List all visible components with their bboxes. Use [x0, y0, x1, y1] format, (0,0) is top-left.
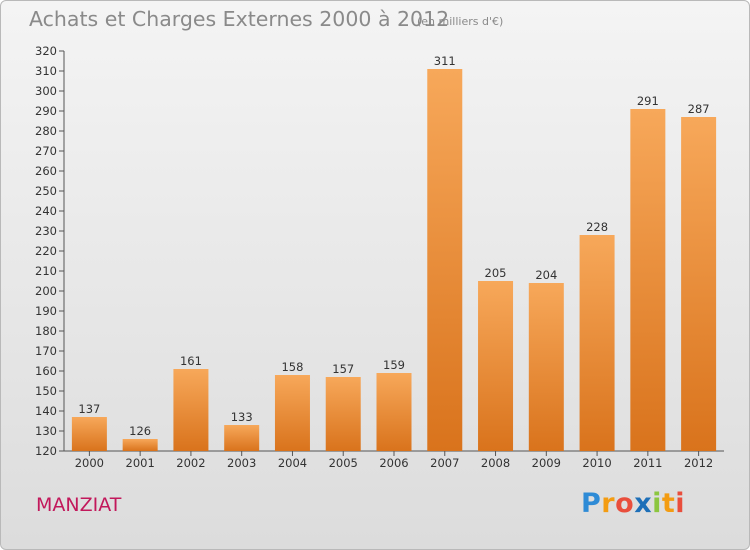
x-tick-label: 2009 — [532, 456, 561, 470]
chart-title: Achats et Charges Externes 2000 à 2012 — [29, 7, 450, 31]
y-tick-label: 300 — [35, 84, 57, 98]
bar — [325, 377, 361, 451]
y-tick-label: 150 — [35, 384, 57, 398]
x-tick-label: 2005 — [329, 456, 358, 470]
bars: 137 126 161 133 158 157 159 311 205 204 228 291 287 — [71, 54, 717, 451]
y-tick-label: 130 — [35, 424, 57, 438]
y-tick-label: 120 — [35, 444, 57, 458]
bar — [579, 235, 615, 451]
x-tick-label: 2006 — [379, 456, 408, 470]
y-tick-label: 190 — [35, 304, 57, 318]
x-axis: 2000 2001 2002 2003 2004 2005 2006 2007 2008 2009… — [64, 450, 724, 470]
y-tick-label: 200 — [35, 284, 57, 298]
x-tick-label: 2011 — [633, 456, 662, 470]
chart-subtitle: (en milliers d'€) — [417, 15, 504, 28]
place-name: MANZIAT — [36, 494, 122, 516]
x-tick-label: 2003 — [227, 456, 256, 470]
data-label: 159 — [383, 358, 405, 372]
y-tick-label: 310 — [35, 64, 57, 78]
x-tick-label: 2004 — [278, 456, 307, 470]
data-label: 161 — [180, 354, 202, 368]
proxiti-logo: Proxiti — [581, 488, 686, 519]
y-tick-label: 270 — [35, 144, 57, 158]
bar — [427, 69, 463, 451]
y-axis: 120 130 140 150 160 170 180 190 200 210 220 230 240 2… — [35, 44, 65, 458]
data-label: 287 — [688, 102, 710, 116]
data-label: 157 — [332, 362, 354, 376]
y-tick-label: 220 — [35, 244, 57, 258]
y-tick-label: 290 — [35, 104, 57, 118]
y-tick-label: 180 — [35, 324, 57, 338]
y-tick-label: 160 — [35, 364, 57, 378]
y-tick-label: 250 — [35, 184, 57, 198]
x-tick-label: 2012 — [684, 456, 713, 470]
data-label: 311 — [434, 54, 456, 68]
x-tick-label: 2002 — [176, 456, 205, 470]
y-tick-label: 260 — [35, 164, 57, 178]
y-tick-label: 320 — [35, 44, 57, 58]
x-tick-label: 2001 — [126, 456, 155, 470]
bar — [224, 425, 260, 451]
data-label: 133 — [231, 410, 253, 424]
y-tick-label: 280 — [35, 124, 57, 138]
bar — [122, 439, 158, 451]
x-tick-label: 2010 — [582, 456, 611, 470]
data-label: 228 — [586, 220, 608, 234]
x-tick-label: 2008 — [481, 456, 510, 470]
data-label: 205 — [485, 266, 507, 280]
x-tick-label: 2000 — [75, 456, 104, 470]
data-label: 158 — [281, 360, 303, 374]
y-tick-label: 230 — [35, 224, 57, 238]
bar — [630, 109, 666, 451]
data-label: 291 — [637, 94, 659, 108]
x-tick-label: 2007 — [430, 456, 459, 470]
bar — [376, 373, 412, 451]
y-tick-label: 210 — [35, 264, 57, 278]
bar — [71, 417, 107, 451]
y-tick-label: 240 — [35, 204, 57, 218]
bar — [274, 375, 310, 451]
bar — [173, 369, 209, 451]
bar — [681, 117, 717, 451]
bar — [478, 281, 514, 451]
data-label: 126 — [129, 424, 151, 438]
data-label: 137 — [78, 402, 100, 416]
bar — [528, 283, 564, 451]
data-label: 204 — [535, 268, 557, 282]
y-tick-label: 170 — [35, 344, 57, 358]
y-tick-label: 140 — [35, 404, 57, 418]
